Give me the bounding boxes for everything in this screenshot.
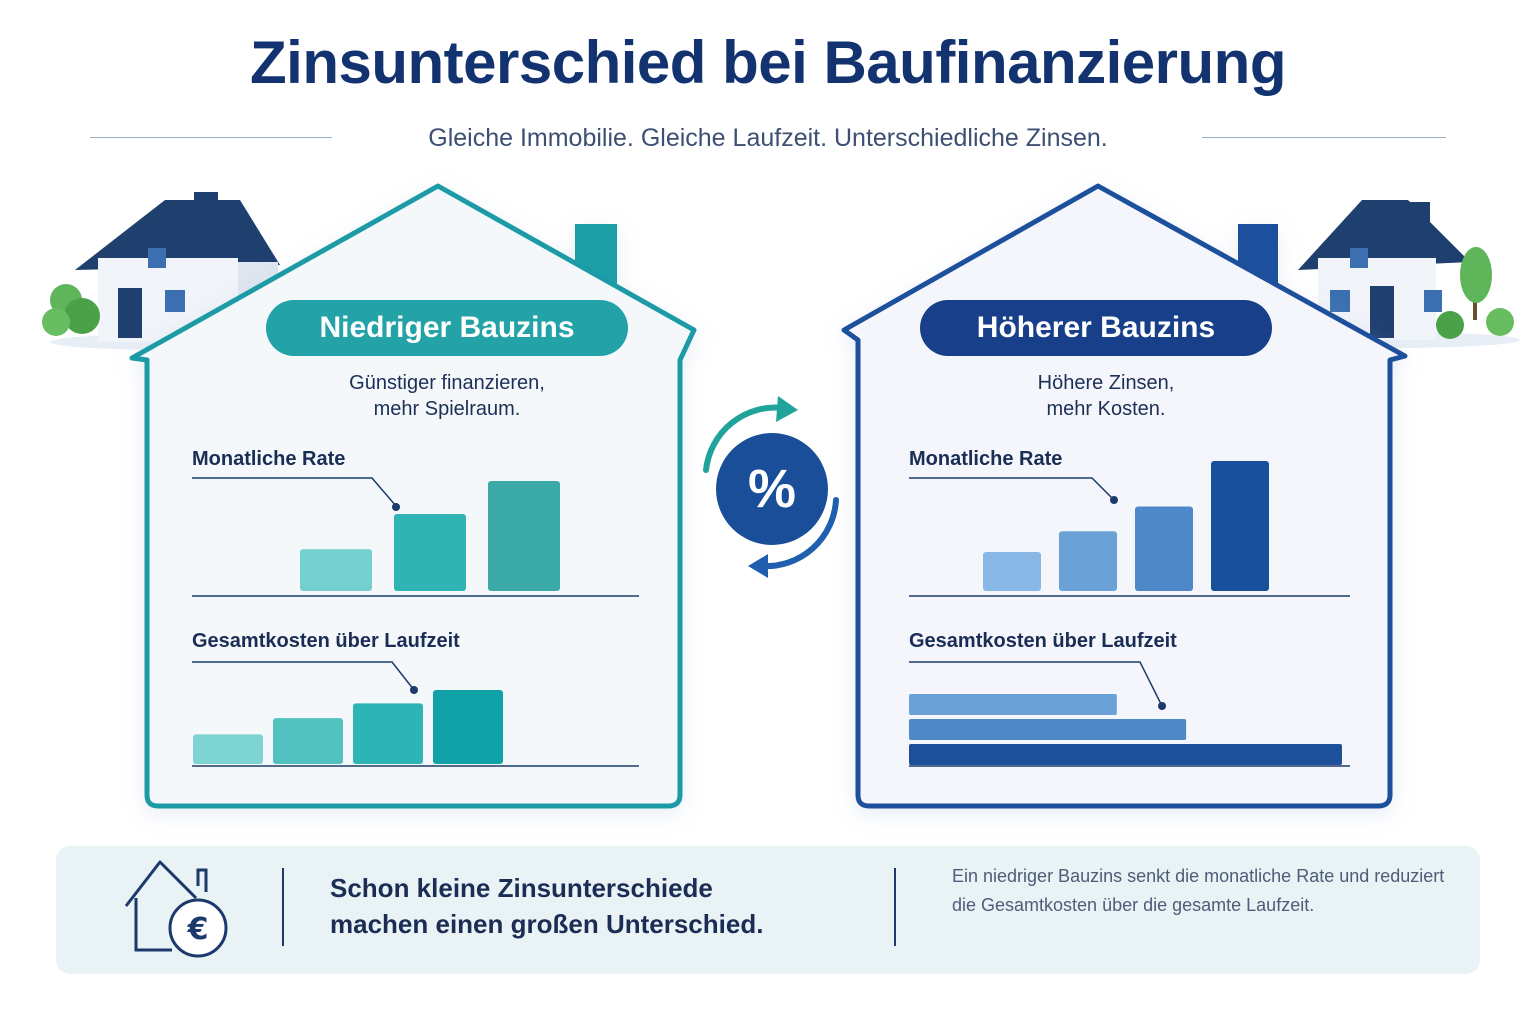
house-euro-icon: €	[124, 860, 228, 958]
left-monthly-bar-3	[488, 481, 560, 591]
left-tagline-line1: Günstiger finanzieren,	[349, 372, 545, 394]
left-total-bar-2	[273, 718, 343, 764]
page-title: Zinsunterschied bei Baufinanzierung	[250, 29, 1286, 96]
left-total-chart	[193, 690, 503, 764]
right-monthly-chart	[983, 461, 1269, 591]
left-monthly-bar-1	[300, 549, 372, 591]
summary-divider-left	[282, 868, 284, 946]
left-total-bar-3	[353, 703, 423, 764]
summary-note: Ein niedriger Bauzins senkt die monatlic…	[952, 866, 1445, 915]
percent-exchange-icon	[703, 396, 839, 578]
left-tagline-line2: mehr Spielraum.	[373, 398, 521, 420]
left-badge: Niedriger Bauzins	[266, 300, 628, 356]
left-total-bar-1	[193, 734, 263, 764]
title-rule-left	[90, 137, 332, 138]
left-total-label: Gesamtkosten über Laufzeit	[192, 630, 460, 652]
summary-divider-right	[894, 868, 896, 946]
left-monthly-label: Monatliche Rate	[192, 448, 346, 470]
summary-box	[56, 846, 1480, 974]
right-badge: Höherer Bauzins	[920, 300, 1272, 356]
illustration-layer	[42, 183, 1520, 809]
right-monthly-bar-1	[983, 552, 1041, 591]
summary-headline-line1: Schon kleine Zinsunterschiede	[330, 873, 713, 903]
left-tagline: Günstiger finanzieren, mehr Spielraum.	[266, 370, 628, 422]
right-tagline-line1: Höhere Zinsen,	[1037, 372, 1175, 394]
page-subtitle: Gleiche Immobilie. Gleiche Laufzeit. Unt…	[428, 124, 1108, 152]
left-monthly-bar-2	[394, 514, 466, 591]
right-tagline-line2: mehr Kosten.	[1046, 398, 1166, 420]
left-total-bar-4	[433, 690, 503, 764]
right-total-label: Gesamtkosten über Laufzeit	[909, 630, 1177, 652]
right-monthly-bar-3	[1135, 506, 1193, 591]
summary-headline: Schon kleine Zinsunterschiede machen ein…	[330, 870, 890, 942]
right-tagline: Höhere Zinsen, mehr Kosten.	[920, 370, 1292, 422]
right-monthly-label: Monatliche Rate	[909, 448, 1063, 470]
left-monthly-chart	[300, 481, 560, 591]
percent-symbol: %	[747, 459, 796, 519]
right-total-chart	[909, 694, 1342, 765]
title-rule-right	[1202, 137, 1446, 138]
svg-text:€: €	[187, 912, 209, 947]
right-total-bar-2	[909, 719, 1187, 740]
right-total-bar-3	[909, 744, 1342, 765]
right-monthly-bar-4	[1211, 461, 1269, 591]
right-monthly-bar-2	[1059, 531, 1117, 591]
summary-headline-line2: machen einen großen Unterschied.	[330, 909, 764, 939]
right-total-bar-1	[909, 694, 1117, 715]
